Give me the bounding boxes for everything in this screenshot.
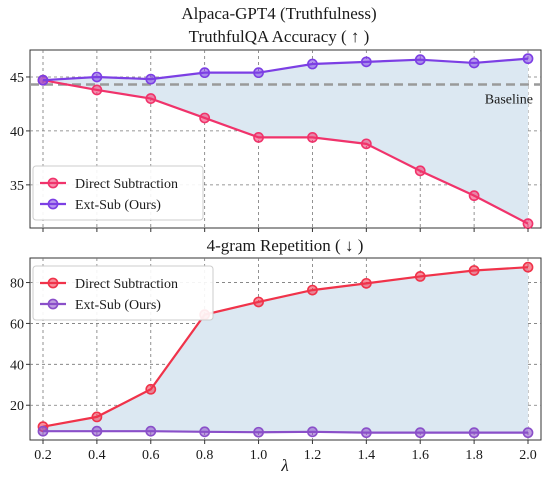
data-point: [414, 271, 426, 282]
series-line: [42, 266, 529, 428]
figure-title: Alpaca-GPT4 (Truthfulness): [181, 4, 376, 23]
repetition-panel: 20 40 60 80 0.2 0.4 0.6 0.8 1.0 1.2 1.4 1.6 1.8 2.0 Di…: [10, 257, 542, 463]
data-point: [145, 383, 157, 395]
legend-entry: Direct Subtraction: [75, 177, 178, 192]
shaded-gap-area: [43, 58, 528, 224]
y-tick-label: 80: [10, 277, 24, 292]
data-point: [360, 277, 372, 289]
y-tick-label: 35: [10, 179, 24, 194]
x-tick-label: 1.4: [358, 448, 376, 463]
series-line: [43, 430, 528, 434]
y-tick-label: 60: [10, 317, 24, 332]
data-point: [360, 427, 372, 439]
legend-box: [32, 165, 204, 221]
y-tick-label: 20: [10, 399, 24, 414]
data-point: [307, 58, 318, 70]
data-point: [522, 261, 534, 273]
legend-entry: Ext-Sub (Ours): [75, 198, 161, 213]
data-point: [145, 425, 157, 437]
data-point: [468, 190, 480, 202]
legend-swatch-marker: [47, 298, 59, 310]
data-point: [468, 427, 480, 439]
x-tick-label: 2.0: [519, 448, 537, 463]
data-point: [199, 67, 211, 79]
data-point: [360, 138, 372, 150]
legend-swatch-marker: [47, 277, 59, 289]
data-point: [253, 131, 264, 143]
data-point: [91, 411, 103, 423]
y-tick-label: 40: [10, 125, 24, 140]
data-point: [253, 426, 264, 438]
top-panel-title: TruthfulQA Accuracy ( ↑ ): [189, 27, 370, 46]
data-point: [307, 131, 318, 143]
data-point: [468, 57, 480, 69]
data-point: [307, 284, 318, 296]
legend-swatch-marker: [47, 177, 59, 189]
truthfulqa-panel: 35 40 45 Baseline Direct Subtraction Ext-Sub …: [10, 49, 542, 232]
legend-entry: Ext-Sub (Ours): [75, 298, 161, 313]
data-point: [37, 425, 49, 437]
data-point: [253, 67, 264, 79]
x-tick-label: 0.4: [88, 448, 106, 463]
data-point: [199, 112, 211, 124]
data-point: [468, 265, 480, 276]
data-point: [199, 426, 211, 438]
x-tick-label: 1.8: [465, 448, 483, 463]
x-tick-label: 1.0: [250, 448, 268, 463]
data-point: [253, 296, 264, 308]
x-tick-label: 0.2: [34, 448, 52, 463]
data-point: [91, 71, 103, 83]
plot-frame: [29, 257, 542, 441]
x-axis-label: λ: [280, 456, 288, 475]
series-line: [42, 79, 529, 225]
data-point: [522, 53, 534, 65]
data-point: [145, 73, 157, 85]
data-point: [91, 84, 103, 96]
shaded-gap-area: [43, 267, 528, 433]
x-tick-label: 1.2: [304, 448, 322, 463]
data-point: [414, 54, 426, 66]
y-tick-label: 45: [10, 71, 24, 86]
plot-frame: [29, 49, 542, 229]
series-line: [42, 57, 529, 82]
y-tick-label: 40: [10, 358, 24, 373]
data-point: [145, 93, 157, 104]
data-point: [414, 427, 426, 439]
data-point: [414, 165, 426, 177]
data-point: [37, 74, 49, 86]
data-point: [522, 427, 534, 439]
data-point: [91, 425, 103, 437]
data-point: [360, 56, 372, 68]
x-tick-label: 0.6: [142, 448, 160, 463]
baseline-label: Baseline: [485, 93, 533, 108]
legend-entry: Direct Subtraction: [75, 277, 178, 292]
x-tick-label: 1.6: [411, 448, 429, 463]
x-tick-label: 0.8: [196, 448, 214, 463]
bottom-panel-title: 4-gram Repetition ( ↓ ): [207, 236, 364, 255]
legend-box: [32, 265, 214, 321]
legend-swatch-marker: [47, 198, 59, 210]
data-point: [307, 426, 318, 438]
data-point: [522, 218, 534, 230]
